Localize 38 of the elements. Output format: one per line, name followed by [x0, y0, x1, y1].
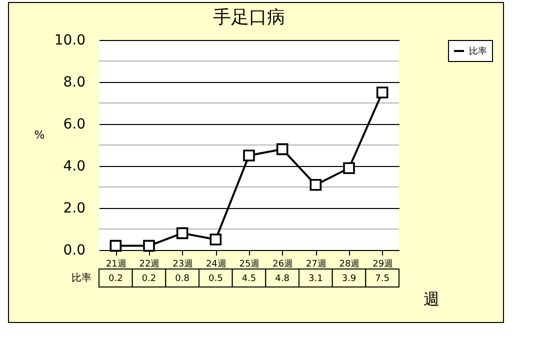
legend-label: 比率: [469, 46, 487, 57]
data-label: 7.5: [375, 274, 390, 284]
x-tick-label: 29週: [372, 258, 394, 270]
point: [243, 150, 255, 162]
x-tick-label: 25週: [239, 258, 260, 270]
data-label: 0.8: [175, 274, 190, 284]
x-tick-label: 28週: [339, 258, 360, 270]
data-label: 0.2: [142, 274, 156, 284]
data-label: 3.1: [308, 274, 323, 284]
data-label: 0.5: [208, 274, 223, 284]
point: [310, 179, 322, 191]
y-tick-label: 2.0: [63, 200, 86, 216]
x-axis-title: 週: [424, 290, 440, 308]
chart-title: 手足口病: [213, 7, 285, 28]
point: [110, 240, 122, 252]
data-label: 3.9: [342, 274, 356, 284]
x-tick-label: 23週: [172, 258, 194, 270]
point: [376, 86, 388, 98]
x-tick-label: 26週: [272, 258, 294, 270]
data-label: 0.2: [108, 274, 123, 284]
point: [343, 162, 355, 174]
point: [210, 234, 222, 246]
text: 比率: [72, 273, 92, 284]
point: [143, 240, 155, 252]
point: [176, 227, 188, 240]
x-tick-label: 27週: [306, 258, 326, 270]
data-label: 4.5: [242, 274, 256, 284]
x-tick-label: 21週: [106, 258, 126, 270]
y-tick-label: 0.0: [63, 242, 86, 258]
point: [276, 143, 288, 156]
y-axis-title: %: [34, 128, 45, 142]
y-tick-label: 10.0: [54, 32, 86, 48]
x-tick-label: 24週: [206, 258, 226, 270]
y-tick-label: 8.0: [63, 74, 86, 90]
y-tick-label: 4.0: [63, 158, 86, 174]
x-tick-label: 22週: [139, 258, 160, 270]
y-tick-label: 6.0: [63, 116, 86, 132]
data-label: 4.8: [275, 274, 290, 284]
